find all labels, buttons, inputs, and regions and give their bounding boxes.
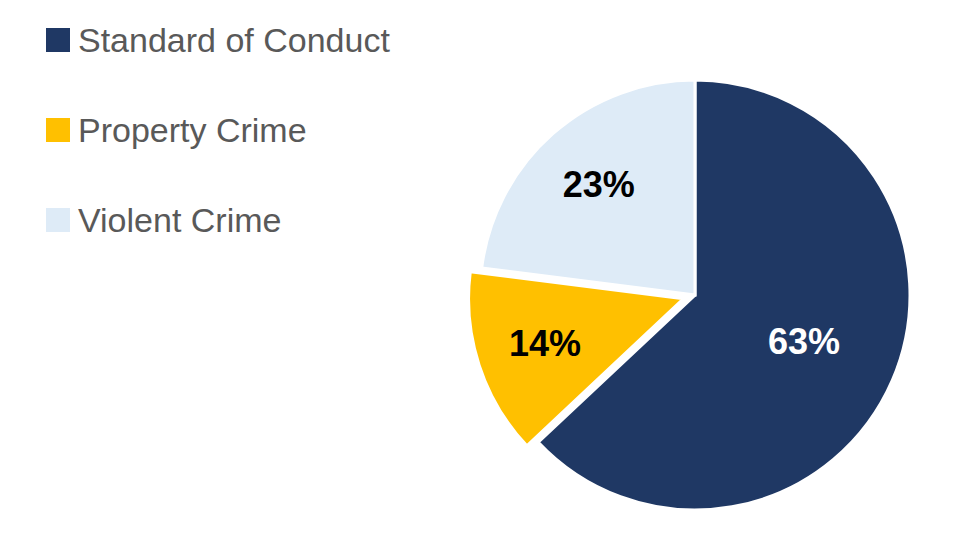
svg-text:23%: 23% [563, 164, 635, 205]
html-text:Standard of Conduct: Standard of Conduct [78, 20, 390, 59]
html-text:Violent Crime: Violent Crime [78, 200, 282, 239]
html-text:Property Crime: Property Crime [78, 110, 307, 149]
svg-text:63%: 63% [768, 321, 840, 362]
svg-text:14%: 14% [509, 323, 581, 364]
